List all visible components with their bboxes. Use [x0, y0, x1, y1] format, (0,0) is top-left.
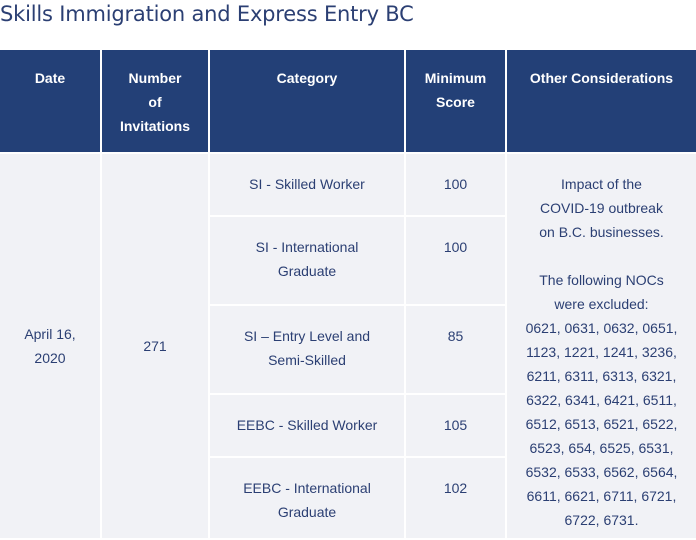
header-minimum-score: Minimum Score	[405, 50, 507, 154]
noc-line: 6532, 6533, 6562, 6564,	[525, 464, 678, 480]
header-other-considerations: Other Considerations	[506, 50, 696, 154]
category-cell: SI – Entry Level and Semi-Skilled	[209, 305, 406, 395]
score-cell: 100	[405, 216, 507, 306]
table-row: SI – Entry Level and Semi-Skilled 85	[0, 305, 696, 395]
table-row: EEBC - International Graduate 102	[0, 457, 696, 540]
category-cell: EEBC - International Graduate	[209, 457, 406, 540]
page-title: Skills Immigration and Express Entry BC	[0, 2, 414, 26]
score-cell: 102	[405, 457, 507, 540]
noc-line: 6722, 6731.	[564, 512, 639, 528]
category-cell: SI - International Graduate	[209, 216, 406, 306]
score-cell: 85	[405, 305, 507, 395]
date-cell: April 16, 2020	[0, 153, 102, 540]
table-row: EEBC - Skilled Worker 105	[0, 394, 696, 458]
noc-line: 6211, 6311, 6313, 6321,	[526, 368, 677, 384]
score-cell: 105	[405, 394, 507, 458]
other-considerations-cell: Impact of the COVID-19 outbreak on B.C. …	[506, 153, 696, 540]
table-row: April 16, 2020 271 SI - Skilled Worker 1…	[0, 153, 696, 540]
noc-line: 6523, 654, 6525, 6531,	[529, 440, 674, 456]
category-cell: SI - Skilled Worker	[209, 153, 406, 217]
noc-line: 6611, 6621, 6711, 6721,	[526, 488, 677, 504]
noc-line: 1123, 1221, 1241, 3236,	[526, 344, 677, 360]
header-date: Date	[0, 50, 102, 154]
table-row: SI - International Graduate 100	[0, 216, 696, 306]
noc-line: 6512, 6513, 6521, 6522,	[525, 416, 678, 432]
invitations-table: Date Number of Invitations Category Mini…	[0, 50, 696, 540]
header-category: Category	[209, 50, 406, 154]
noc-line: 6322, 6341, 6421, 6511,	[526, 392, 677, 408]
noc-line: 0621, 0631, 0632, 0651,	[525, 320, 678, 336]
header-invitations: Number of Invitations	[101, 50, 210, 154]
invitations-cell: 271	[101, 153, 210, 540]
category-cell: EEBC - Skilled Worker	[209, 394, 406, 458]
score-cell: 100	[405, 153, 507, 217]
table-header-row: Date Number of Invitations Category Mini…	[0, 50, 696, 154]
